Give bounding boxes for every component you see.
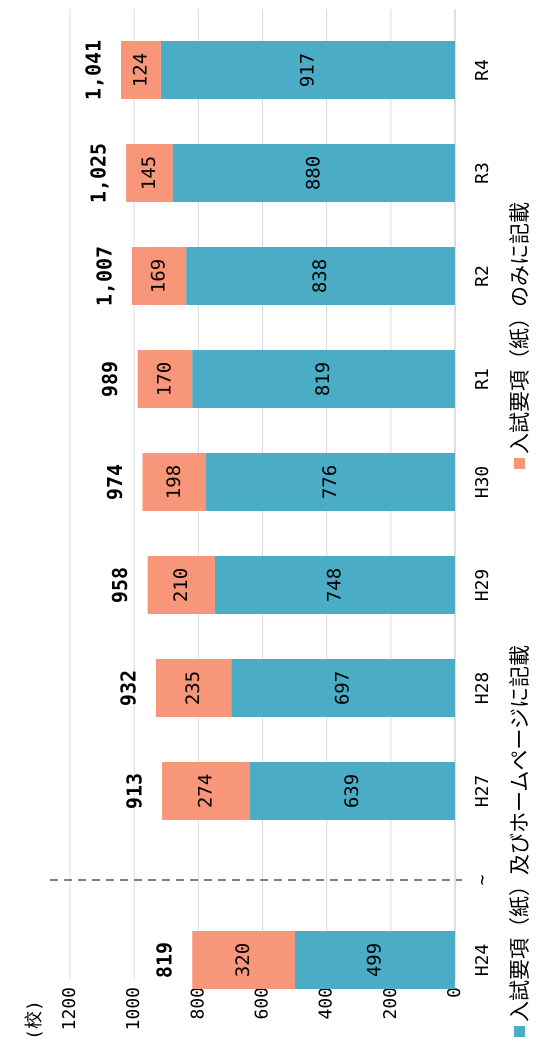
bar-segment [172,144,456,202]
bar-segment [142,453,207,511]
data-label: 880 [302,156,324,190]
total-label: 1,007 [92,246,116,306]
total-label: 958 [108,567,132,603]
bar-segment [137,350,193,408]
y-tick-label: 200 [380,987,401,1020]
x-tick-label: R3 [472,162,493,184]
data-label: 198 [163,465,185,499]
data-label: 170 [153,362,175,396]
y-tick-label: 0 [444,987,465,998]
legend-label: 入試要項（紙）のみに記載 [508,202,532,454]
bar-segment [231,659,455,717]
bar-segment [160,41,455,99]
bar-segment [249,762,455,820]
x-tick-label: R1 [472,368,493,390]
bar-segment [192,931,295,989]
x-tick-label: H28 [472,672,493,705]
bar-segment [131,247,187,305]
total-label: 932 [116,670,140,706]
plot: (校) 0 200 400 600 800 1000 1200 ~499 320 819 H24 63… [24,9,532,1040]
bar-segment [206,453,455,511]
bar-segment [215,556,455,614]
data-label: 917 [296,53,318,87]
bar-segment [126,144,173,202]
y-tick-label: 800 [187,987,208,1020]
total-label: 1,041 [82,40,106,100]
total-label: 819 [153,942,177,978]
bar-segment [192,350,456,408]
bar-segment [121,41,161,99]
x-tick-label: R4 [472,59,493,81]
legend-swatch [514,458,525,469]
data-label: 235 [182,671,204,705]
data-label: 145 [138,156,160,190]
x-tick-label: H27 [472,775,493,808]
data-label: 748 [324,568,346,602]
y-tick-label: 1000 [123,987,144,1030]
bar-segment [186,247,455,305]
y-tick-label: 600 [252,987,273,1020]
total-label: 974 [103,464,127,500]
axis-break-label: ~ [472,874,493,885]
data-label: 819 [312,362,334,396]
legend-swatch [514,1026,525,1037]
total-label: 1,025 [87,143,111,203]
bar-segment [294,931,456,989]
data-label: 210 [170,568,192,602]
x-tick-label: R2 [472,265,493,287]
bar-segment [147,556,216,614]
data-label: 169 [148,259,170,293]
bar-segment [162,762,250,820]
y-tick-label: 1200 [59,987,80,1030]
data-label: 697 [332,671,354,705]
bar-segment [155,659,232,717]
data-label: 320 [232,943,254,977]
data-label: 639 [341,774,363,808]
data-label: 124 [129,53,151,87]
x-tick-label: H24 [472,944,493,977]
legend-label: 入試要項（紙）及びホームページに記載 [508,645,532,1022]
data-label: 499 [363,943,385,977]
data-label: 776 [319,465,341,499]
total-label: 913 [123,773,147,809]
x-tick-label: H29 [472,569,493,602]
data-label: 838 [309,259,331,293]
x-tick-label: H30 [472,466,493,499]
y-tick-label: 400 [316,987,337,1020]
total-label: 989 [98,361,122,397]
unit-label: (校) [24,1000,45,1040]
data-label: 274 [195,774,217,808]
